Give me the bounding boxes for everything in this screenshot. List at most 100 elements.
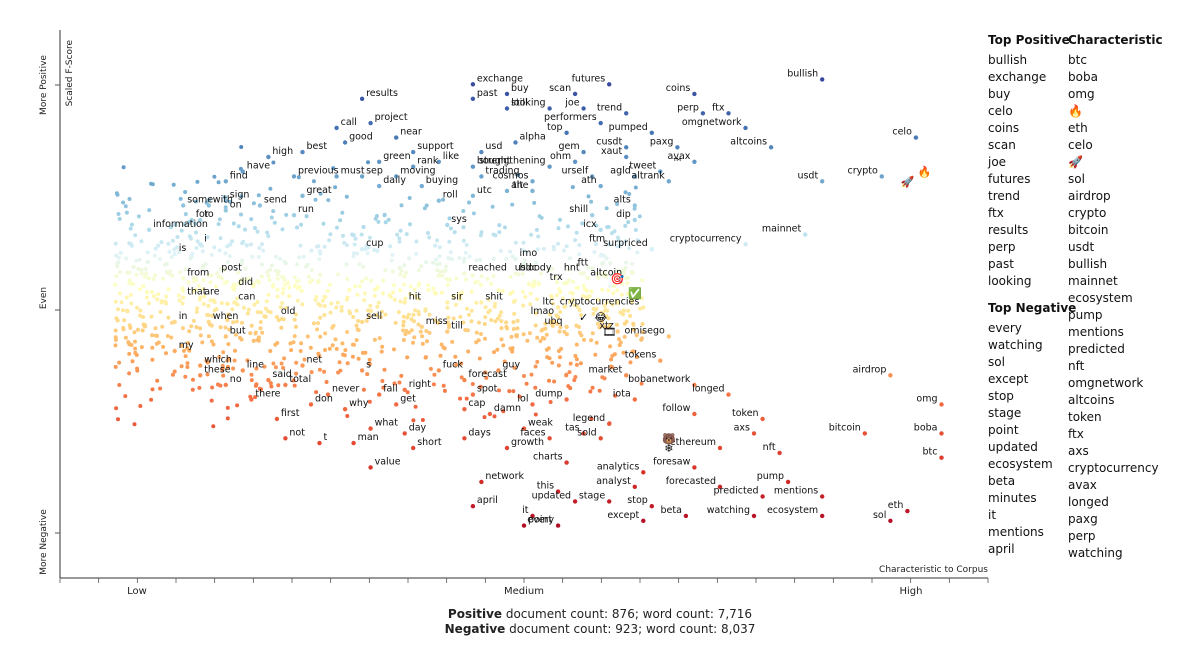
term-label-old[interactable]: old: [281, 306, 295, 317]
term-label-trx[interactable]: trx: [550, 272, 563, 283]
term-label-foresaw[interactable]: foresaw: [653, 456, 690, 467]
term-point-mentions[interactable]: [820, 494, 825, 499]
term-label-days[interactable]: days: [468, 427, 490, 438]
term-point-have[interactable]: [240, 169, 245, 174]
term-point-analytics[interactable]: [641, 470, 646, 475]
term-label-altcoins[interactable]: altcoins: [730, 136, 767, 147]
term-point-lol[interactable]: [530, 402, 535, 407]
term-label-did[interactable]: did: [238, 277, 253, 288]
term-label-omg[interactable]: omg: [916, 393, 937, 404]
term-label-sys[interactable]: sys: [451, 214, 467, 225]
term-point-tweet[interactable]: [658, 169, 663, 174]
term-label-perp[interactable]: perp: [677, 102, 699, 113]
term-point-on[interactable]: [223, 208, 228, 213]
top-negative-item[interactable]: april: [988, 542, 1015, 556]
term-label-shill[interactable]: shill: [569, 204, 588, 215]
characteristic-item[interactable]: 🚀: [1068, 155, 1083, 169]
term-point-is[interactable]: [172, 251, 177, 257]
term-label-urself[interactable]: urself: [561, 165, 588, 176]
term-label-good[interactable]: good: [349, 132, 373, 143]
top-positive-item[interactable]: celo: [988, 104, 1013, 118]
characteristic-item[interactable]: altcoins: [1068, 393, 1115, 407]
term-label-omisego[interactable]: omisego: [624, 326, 665, 337]
term-label-ftt[interactable]: ftt: [578, 258, 589, 269]
characteristic-item[interactable]: cryptocurrency: [1068, 461, 1159, 475]
term-point-pump[interactable]: [785, 479, 791, 485]
term-point-surpriced[interactable]: [649, 247, 654, 252]
term-point-scan[interactable]: [572, 91, 578, 97]
term-point-omgnetwork[interactable]: [743, 125, 748, 131]
term-point-cryptocurrencies[interactable]: [641, 305, 646, 310]
term-point-ftm[interactable]: [607, 242, 612, 247]
term-point-days[interactable]: [462, 436, 467, 441]
term-label-send[interactable]: send: [264, 195, 287, 206]
term-point-there[interactable]: [249, 397, 254, 402]
term-point-spot[interactable]: [470, 392, 476, 397]
term-label-futures[interactable]: futures: [572, 73, 606, 84]
term-point-trading[interactable]: [479, 174, 484, 179]
term-label-xaut[interactable]: xaut: [601, 146, 622, 157]
term-label-reached[interactable]: reached: [468, 262, 506, 273]
term-point-day[interactable]: [402, 431, 407, 436]
term-label-usd[interactable]: usd: [485, 141, 502, 152]
term-point-don[interactable]: [308, 402, 314, 407]
term-point-bullish[interactable]: [820, 77, 825, 82]
characteristic-item[interactable]: crypto: [1068, 206, 1107, 220]
top-positive-item[interactable]: buy: [988, 87, 1011, 101]
term-point-s[interactable]: [359, 368, 365, 373]
term-label-like[interactable]: like: [443, 151, 459, 162]
top-negative-item[interactable]: sol: [988, 355, 1005, 369]
term-point-charts[interactable]: [564, 460, 569, 465]
term-label-iota[interactable]: iota: [613, 389, 631, 400]
term-label-ohm[interactable]: ohm: [550, 151, 571, 162]
term-label-sep[interactable]: sep: [366, 165, 383, 176]
characteristic-item[interactable]: eth: [1068, 121, 1088, 135]
term-label-best[interactable]: best: [307, 141, 328, 152]
term-point-like[interactable]: [436, 159, 441, 164]
term-point-april[interactable]: [470, 504, 476, 509]
term-label-beta[interactable]: beta: [660, 505, 681, 516]
term-label-run[interactable]: run: [298, 204, 314, 215]
term-label-ftx[interactable]: ftx: [712, 102, 725, 113]
top-negative-item[interactable]: ecosystem: [988, 457, 1053, 471]
term-point-utc[interactable]: [470, 193, 476, 198]
term-label-man[interactable]: man: [358, 432, 379, 443]
term-label-watching[interactable]: watching: [707, 505, 750, 516]
term-point-watching[interactable]: [751, 513, 757, 519]
term-label-top[interactable]: top: [547, 122, 563, 133]
term-point-cusdt[interactable]: [624, 145, 629, 150]
term-label-network[interactable]: network: [485, 471, 524, 482]
term-point-which[interactable]: [198, 363, 203, 368]
term-point-total[interactable]: [283, 382, 288, 388]
term-label-cup[interactable]: cup: [366, 238, 383, 249]
characteristic-item[interactable]: axs: [1068, 444, 1089, 458]
term-point-ftx[interactable]: [726, 111, 731, 116]
term-label-guy[interactable]: guy: [502, 359, 520, 370]
term-point-point[interactable]: [521, 523, 527, 528]
term-point-ath[interactable]: [598, 183, 603, 189]
term-point-good[interactable]: [342, 140, 348, 145]
term-point-ltc[interactable]: [555, 305, 561, 310]
term-point-btc[interactable]: [939, 455, 944, 460]
term-point-legend[interactable]: [607, 421, 612, 426]
term-point-forecast[interactable]: [462, 377, 467, 383]
term-label-with[interactable]: with: [213, 195, 233, 206]
term-point-omisego[interactable]: [666, 334, 671, 339]
term-point-trx[interactable]: [564, 280, 569, 286]
term-point-run[interactable]: [291, 213, 297, 218]
term-label-get[interactable]: get: [400, 393, 416, 404]
term-point-not[interactable]: [283, 436, 288, 441]
term-label-predicted[interactable]: predicted: [714, 486, 759, 497]
term-label-high[interactable]: high: [272, 146, 293, 157]
term-point-fall[interactable]: [377, 392, 382, 397]
term-label-strengthening[interactable]: strengthening: [479, 156, 546, 167]
term-point-usdc[interactable]: [538, 271, 544, 276]
term-point-sol[interactable]: [888, 518, 893, 523]
term-label-forecast[interactable]: forecast: [468, 369, 507, 380]
emoji-term-3[interactable]: ✅: [628, 287, 642, 300]
term-point-till[interactable]: [445, 329, 450, 334]
term-point-cosmos[interactable]: [530, 179, 535, 184]
top-positive-item[interactable]: trend: [988, 189, 1020, 203]
term-point-growth[interactable]: [504, 445, 510, 451]
term-point-ftt[interactable]: [590, 266, 595, 271]
